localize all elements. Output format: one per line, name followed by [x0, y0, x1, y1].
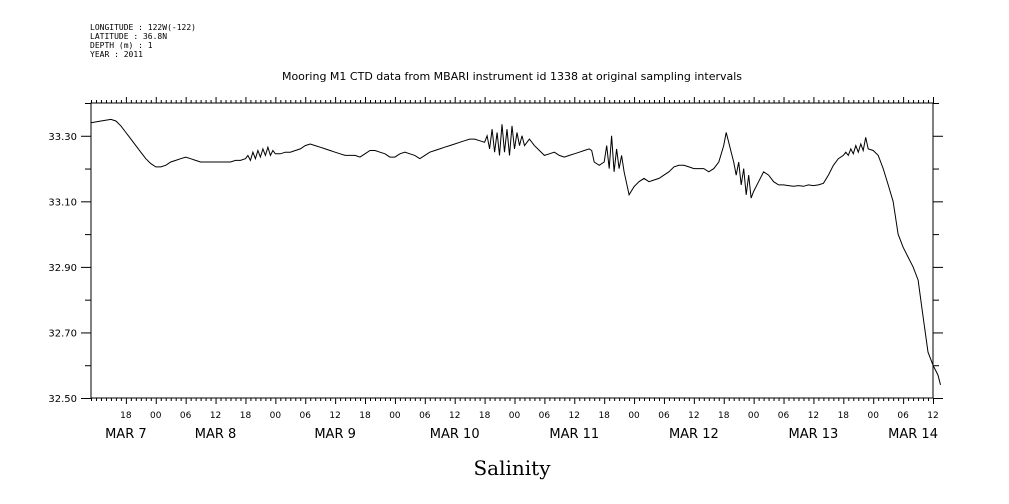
x-hour-label: 12: [688, 411, 699, 421]
x-hour-label: 18: [359, 411, 371, 421]
x-hour-label: 18: [718, 411, 730, 421]
x-hour-label: 18: [120, 411, 132, 421]
axis-ticks: [81, 97, 943, 404]
x-hour-label: 18: [240, 411, 252, 421]
x-day-label: MAR 14: [888, 427, 938, 442]
plot-frame: [90, 102, 934, 399]
x-hour-label: 00: [150, 411, 162, 421]
salinity-series-line: [90, 118, 941, 386]
x-hour-label: 18: [598, 411, 610, 421]
y-tick-label: 32.50: [48, 394, 77, 405]
axis-labels: 32.50 32.70 32.90 33.10 33.30 18 00 06 12 18 00 06 1…: [48, 132, 938, 442]
x-hour-label: 12: [210, 411, 221, 421]
x-hour-label: 06: [897, 411, 909, 421]
x-day-label: MAR 8: [195, 427, 237, 442]
x-hour-label: 12: [569, 411, 580, 421]
latitude-label: LATITUDE : 36.8N: [90, 32, 167, 41]
x-hour-label: 00: [867, 411, 879, 421]
chart-title: Mooring M1 CTD data from MBARI instrumen…: [282, 70, 742, 83]
y-tick-label: 33.30: [48, 132, 77, 143]
y-tick-label: 32.70: [48, 328, 77, 339]
x-hour-label: 00: [748, 411, 760, 421]
x-hour-label: 06: [180, 411, 192, 421]
x-hour-label: 12: [449, 411, 460, 421]
x-day-label: MAR 7: [105, 427, 147, 442]
x-hour-label: 12: [927, 411, 938, 421]
x-day-label: MAR 11: [549, 427, 599, 442]
x-hour-label: 06: [300, 411, 312, 421]
y-tick-label: 33.10: [48, 197, 77, 208]
x-hour-label: 06: [419, 411, 431, 421]
x-day-label: MAR 9: [314, 427, 356, 442]
x-day-label: MAR 10: [430, 427, 480, 442]
x-day-label: MAR 13: [789, 427, 839, 442]
x-hour-label: 06: [539, 411, 551, 421]
x-hour-label: 06: [778, 411, 790, 421]
year-label: YEAR : 2011: [90, 50, 143, 59]
x-hour-label: 00: [509, 411, 521, 421]
x-day-label: MAR 12: [669, 427, 719, 442]
x-hour-label: 00: [628, 411, 640, 421]
x-hour-label: 12: [329, 411, 340, 421]
x-hour-label: 18: [479, 411, 491, 421]
longitude-label: LONGITUDE : 122W(-122): [90, 23, 196, 32]
x-hour-label: 06: [658, 411, 670, 421]
x-axis-label: Salinity: [473, 456, 551, 480]
y-tick-label: 32.90: [48, 263, 77, 274]
x-hour-label: 00: [389, 411, 401, 421]
x-hour-label: 12: [808, 411, 819, 421]
depth-label: DEPTH (m) : 1: [90, 41, 153, 50]
x-hour-label: 00: [270, 411, 282, 421]
x-hour-label: 18: [838, 411, 850, 421]
